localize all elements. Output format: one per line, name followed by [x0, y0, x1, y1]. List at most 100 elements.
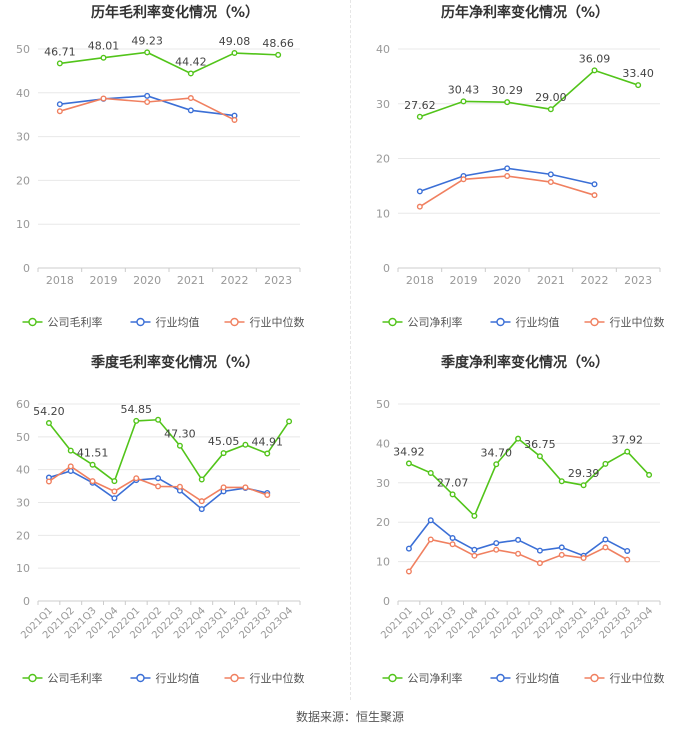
y-tick-label: 50	[376, 398, 390, 411]
series-line-company	[48, 418, 290, 483]
data-point-avg	[405, 545, 412, 552]
legend-item-company: 公司毛利率	[22, 671, 103, 685]
legend-marker-icon	[230, 317, 239, 327]
legend-item-avg: 行业均值	[490, 316, 560, 329]
data-label: 44.42	[175, 55, 207, 68]
data-point-avg	[111, 495, 118, 502]
data-point-avg	[591, 181, 598, 188]
data-point-median	[416, 203, 423, 210]
data-point-median	[187, 95, 194, 102]
series-line-company	[59, 51, 279, 75]
data-point-company	[187, 70, 194, 77]
data-point-avg	[493, 540, 500, 547]
data-label: 30.43	[448, 83, 480, 96]
data-point-company	[176, 442, 183, 449]
data-point-median	[133, 475, 140, 482]
data-point-median	[427, 536, 434, 543]
x-tick-label: 2021	[537, 274, 565, 287]
x-tick-label: 2019	[90, 274, 118, 287]
legend-item-avg: 行业均值	[490, 672, 560, 685]
data-point-company	[155, 416, 162, 423]
data-point-median	[624, 556, 631, 563]
data-point-median	[264, 491, 271, 498]
legend-marker-icon	[28, 673, 37, 683]
data-point-median	[144, 98, 151, 105]
data-label: 49.23	[131, 34, 163, 47]
legend-label: 公司净利率	[408, 315, 463, 329]
data-label: 48.01	[88, 40, 120, 53]
legend-marker-icon	[590, 317, 599, 327]
panel-divider	[350, 0, 351, 700]
data-point-company	[536, 453, 543, 460]
chart-title: 季度毛利率变化情况（%）	[90, 354, 259, 371]
data-label: 54.85	[121, 403, 153, 416]
data-point-company	[45, 420, 52, 427]
legend-item-company: 公司净利率	[382, 671, 463, 685]
x-tick-label: 2018	[46, 274, 74, 287]
x-tick-label: 2018	[406, 274, 434, 287]
data-point-company	[198, 476, 205, 483]
data-point-company	[624, 448, 631, 455]
data-point-median	[45, 478, 52, 485]
data-label: 33.40	[622, 67, 654, 80]
data-point-avg	[471, 546, 478, 553]
legend-label: 公司毛利率	[48, 671, 103, 685]
data-label: 45.05	[208, 435, 240, 448]
legend-label: 行业均值	[516, 672, 560, 685]
legend-item-median: 行业中位数	[584, 671, 665, 685]
data-point-company	[231, 50, 238, 57]
x-tick-label: 2019	[450, 274, 478, 287]
y-tick-label: 10	[16, 218, 30, 231]
chart-panel-quarterly-gross: 季度毛利率变化情况（%） 0 10 20 30 40 50 60 2021Q1 2021Q2 202…	[0, 350, 350, 700]
data-label: 48.66	[262, 37, 294, 50]
legend-marker-icon	[136, 317, 145, 327]
data-point-company	[580, 482, 587, 489]
data-point-company	[67, 447, 74, 454]
data-label: 54.20	[33, 405, 65, 418]
data-point-median	[591, 192, 598, 199]
data-point-avg	[558, 544, 565, 551]
data-point-avg	[144, 92, 151, 99]
data-point-avg	[56, 101, 63, 108]
series-line-company	[408, 437, 650, 518]
data-point-company	[220, 450, 227, 457]
y-tick-label: 60	[16, 398, 30, 411]
data-point-median	[176, 483, 183, 490]
legend-item-avg: 行业均值	[130, 316, 200, 329]
data-point-median	[493, 546, 500, 553]
data-point-company	[405, 460, 412, 467]
legend-marker-icon	[590, 673, 599, 683]
legend-label: 公司毛利率	[48, 315, 103, 329]
legend-label: 行业中位数	[610, 671, 665, 685]
data-label: 34.92	[393, 445, 425, 458]
data-point-avg	[602, 536, 609, 543]
data-point-median	[471, 552, 478, 559]
y-tick-label: 0	[383, 262, 390, 275]
data-point-median	[504, 173, 511, 180]
data-point-avg	[449, 534, 456, 541]
data-label: 29.39	[568, 467, 600, 480]
chart-title: 历年毛利率变化情况（%）	[91, 4, 259, 21]
data-point-median	[220, 484, 227, 491]
data-label: 27.62	[404, 99, 436, 112]
y-tick-label: 0	[383, 595, 390, 608]
data-point-median	[67, 463, 74, 470]
data-point-avg	[624, 547, 631, 554]
data-point-company	[646, 471, 653, 478]
data-point-company	[427, 469, 434, 476]
legend-label: 行业中位数	[610, 315, 665, 329]
chart-panel-annual-net: 历年净利率变化情况（%） 0 10 20 30 40 2018 2019 2020 2021 202…	[350, 0, 700, 350]
legend-marker-icon	[388, 317, 397, 327]
x-tick-label: 2023	[624, 274, 652, 287]
data-point-median	[558, 551, 565, 558]
data-point-median	[602, 544, 609, 551]
chart-annual-gross-margin: 历年毛利率变化情况（%） 0 10 20 30 40 50 2018 2019 2020 2021 2…	[16, 4, 305, 329]
y-tick-label: 50	[16, 43, 30, 56]
data-point-company	[591, 67, 598, 74]
data-point-company	[493, 461, 500, 468]
data-point-company	[515, 435, 522, 442]
legend-item-median: 行业中位数	[584, 315, 665, 329]
data-point-avg	[198, 506, 205, 513]
data-point-median	[111, 488, 118, 495]
data-label: 44.91	[252, 436, 284, 449]
